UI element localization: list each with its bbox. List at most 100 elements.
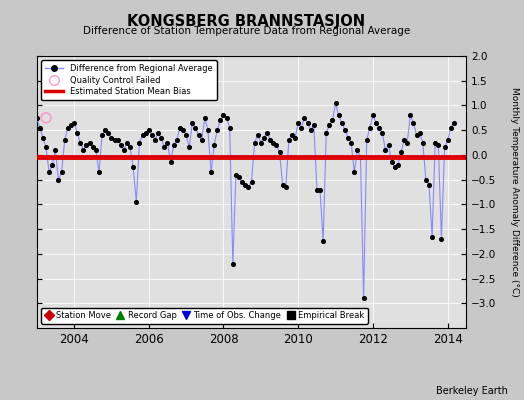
Point: [434, 142, 443, 148]
Point: [166, 159, 174, 166]
Point: [397, 149, 405, 156]
Point: [70, 120, 78, 126]
Point: [334, 112, 343, 118]
Point: [213, 127, 222, 133]
Point: [387, 159, 396, 166]
Point: [322, 130, 331, 136]
Point: [73, 130, 81, 136]
Point: [123, 139, 131, 146]
Point: [257, 139, 265, 146]
Point: [384, 142, 392, 148]
Point: [39, 134, 47, 141]
Point: [281, 184, 290, 190]
Point: [363, 137, 371, 143]
Point: [160, 144, 169, 151]
Point: [116, 142, 125, 148]
Point: [95, 169, 103, 176]
Point: [353, 147, 362, 153]
Point: [238, 179, 246, 185]
Point: [443, 137, 452, 143]
Point: [428, 233, 436, 240]
Point: [151, 137, 159, 143]
Point: [303, 120, 312, 126]
Point: [291, 134, 299, 141]
Point: [191, 124, 200, 131]
Point: [51, 147, 60, 153]
Point: [347, 139, 355, 146]
Point: [440, 144, 449, 151]
Point: [260, 134, 268, 141]
Point: [316, 186, 324, 193]
Point: [310, 122, 318, 128]
Point: [406, 112, 414, 118]
Text: Berkeley Earth: Berkeley Earth: [436, 386, 508, 396]
Point: [179, 127, 187, 133]
Point: [111, 137, 119, 143]
Point: [42, 144, 50, 151]
Point: [76, 139, 84, 146]
Point: [422, 176, 430, 183]
Point: [307, 127, 315, 133]
Y-axis label: Monthly Temperature Anomaly Difference (°C): Monthly Temperature Anomaly Difference (…: [510, 87, 519, 297]
Point: [403, 139, 411, 146]
Point: [241, 181, 249, 188]
Point: [372, 120, 380, 126]
Point: [82, 142, 91, 148]
Text: Difference of Station Temperature Data from Regional Average: Difference of Station Temperature Data f…: [83, 26, 410, 36]
Point: [394, 162, 402, 168]
Point: [285, 137, 293, 143]
Point: [36, 124, 44, 131]
Point: [54, 176, 63, 183]
Point: [431, 139, 440, 146]
Point: [272, 142, 281, 148]
Point: [92, 147, 100, 153]
Point: [145, 127, 153, 133]
Point: [163, 139, 172, 146]
Point: [412, 132, 421, 138]
Point: [176, 124, 184, 131]
Point: [416, 130, 424, 136]
Point: [325, 122, 334, 128]
Point: [220, 112, 228, 118]
Point: [204, 127, 212, 133]
Point: [157, 134, 166, 141]
Text: KONGSBERG BRANNSTASJON: KONGSBERG BRANNSTASJON: [127, 14, 365, 29]
Point: [114, 137, 122, 143]
Point: [45, 169, 53, 176]
Point: [366, 124, 374, 131]
Point: [232, 172, 240, 178]
Point: [341, 127, 349, 133]
Point: [378, 130, 387, 136]
Point: [313, 186, 321, 193]
Point: [247, 179, 256, 185]
Point: [297, 124, 305, 131]
Point: [250, 139, 259, 146]
Point: [375, 124, 384, 131]
Point: [278, 181, 287, 188]
Point: [89, 144, 97, 151]
Point: [381, 147, 389, 153]
Point: [135, 139, 144, 146]
Point: [32, 115, 41, 121]
Point: [269, 139, 278, 146]
Point: [210, 142, 219, 148]
Point: [294, 120, 302, 126]
Point: [63, 124, 72, 131]
Point: [98, 132, 106, 138]
Point: [337, 120, 346, 126]
Point: [169, 142, 178, 148]
Point: [400, 137, 408, 143]
Point: [126, 144, 134, 151]
Point: [107, 134, 116, 141]
Point: [419, 139, 427, 146]
Point: [172, 137, 181, 143]
Point: [85, 139, 94, 146]
Point: [356, 154, 365, 160]
Point: [67, 122, 75, 128]
Point: [201, 115, 209, 121]
Point: [437, 236, 445, 242]
Point: [79, 147, 88, 153]
Point: [331, 100, 340, 106]
Point: [148, 132, 156, 138]
Point: [425, 181, 433, 188]
